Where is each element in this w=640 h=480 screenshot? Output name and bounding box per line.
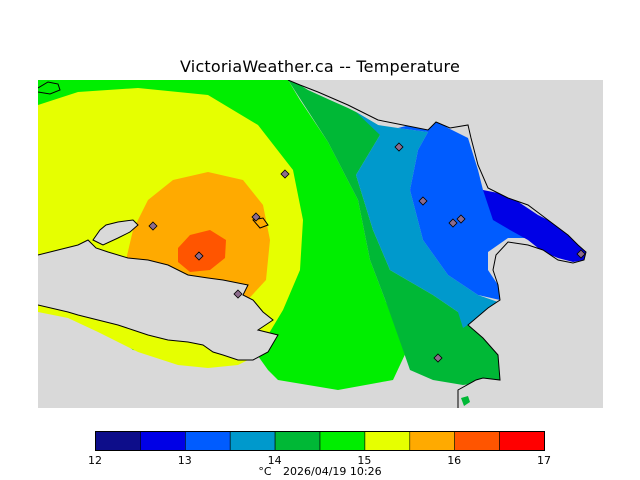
colorbar-tick-label: 12 [88,454,102,467]
ocean-north-east [288,80,603,408]
island-east [461,396,470,406]
map-footer: °C 2026/04/19 10:26 [0,465,640,478]
colorbar-cell [409,431,455,451]
colorbar-cell [95,431,141,451]
timestamp-label: 2026/04/19 10:26 [283,465,382,478]
station-marker[interactable] [148,221,158,231]
unit-label: °C [258,465,272,478]
colorbar-cell [140,431,186,451]
ocean-south [38,240,278,408]
contour-band-16 [178,230,226,272]
station-marker[interactable] [394,142,404,152]
inlet-west [93,220,138,245]
colorbar-cell [319,431,366,451]
temperature-colorbar [95,431,545,451]
station-marker[interactable] [280,169,290,179]
colorbar-tick-label: 15 [357,454,372,467]
station-marker[interactable] [448,218,458,228]
station-marker[interactable] [251,212,261,222]
colorbar-tick-label: 16 [447,454,462,467]
contour-band-13 [398,118,543,300]
contour-band-12-5 [483,190,586,262]
station-marker[interactable] [576,249,586,259]
ocean-south-2 [38,370,458,408]
contour-band-14 [288,80,500,385]
colorbar-cell [229,431,276,451]
colorbar-cell [274,431,321,451]
station-markers [148,142,586,363]
colorbar-cell [364,431,411,451]
map-title: VictoriaWeather.ca -- Temperature [180,57,460,76]
coastline-nw [38,81,61,95]
coastline-south [38,239,279,361]
station-marker[interactable] [418,196,428,206]
coastline-inlet [92,219,139,246]
station-marker[interactable] [194,251,204,261]
coastline [287,80,587,408]
station-marker[interactable] [233,289,243,299]
coastline-island [252,217,269,229]
colorbar-tick-label: 17 [537,454,551,467]
colorbar-border [95,431,545,451]
colorbar-cell [499,431,545,451]
colorbar-cell [185,431,231,451]
temperature-map[interactable] [38,80,603,408]
station-marker[interactable] [456,214,466,224]
colorbar-cell [454,431,500,451]
colorbar-tick-label: 14 [267,454,282,467]
station-marker[interactable] [433,353,443,363]
colorbar-tick-label: 13 [177,454,192,467]
contour-band-13-5 [356,112,500,328]
map-canvas [38,80,603,408]
